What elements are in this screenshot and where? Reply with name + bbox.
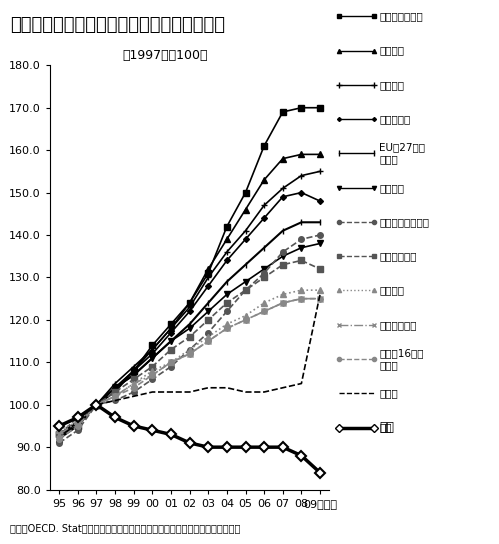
Text: オーストリア: オーストリア [379, 320, 417, 330]
Text: 日本: 日本 [379, 423, 392, 432]
Text: デンマーク: デンマーク [379, 114, 411, 124]
Text: 欧州（16ヵ国
平均）: 欧州（16ヵ国 平均） [379, 348, 424, 370]
Text: スペイン: スペイン [379, 46, 404, 55]
Text: イギリス: イギリス [379, 80, 404, 90]
Text: アメリカ: アメリカ [379, 183, 404, 193]
Text: ドイツ: ドイツ [379, 388, 398, 398]
Text: スウェーデン: スウェーデン [379, 251, 417, 261]
Text: オーストラリア: オーストラリア [379, 11, 423, 21]
Text: 出典：OECD. Statより作成。民間産業計の賃金（時間外手当・一時金）含む。: 出典：OECD. Statより作成。民間産業計の賃金（時間外手当・一時金）含む。 [10, 523, 241, 533]
Text: 日本: 日本 [379, 421, 394, 434]
Text: ニュージーランド: ニュージーランド [379, 217, 429, 227]
Text: （1997年＝100）: （1997年＝100） [122, 49, 208, 62]
Text: 日本だけ賃下げ！　一時間当たり賃金の推移: 日本だけ賃下げ！ 一時間当たり賃金の推移 [10, 16, 225, 34]
Text: EU（27ヵ国
平均）: EU（27ヵ国 平均） [379, 143, 425, 164]
Text: フランス: フランス [379, 286, 404, 295]
